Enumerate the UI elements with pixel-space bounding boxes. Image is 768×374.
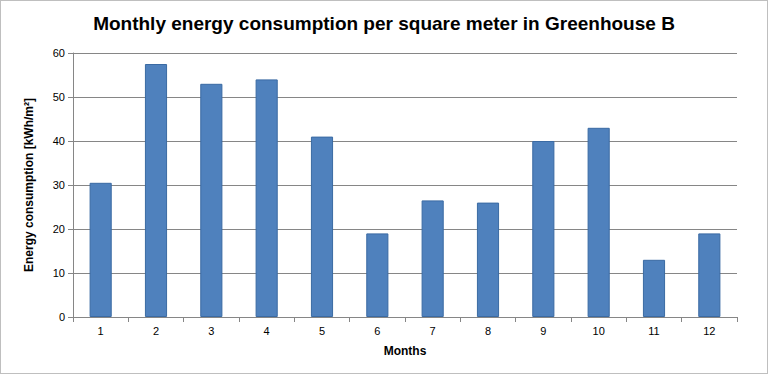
svg-text:6: 6 bbox=[374, 325, 380, 337]
svg-text:50: 50 bbox=[53, 91, 65, 103]
svg-text:60: 60 bbox=[53, 47, 65, 59]
svg-text:8: 8 bbox=[485, 325, 491, 337]
svg-text:9: 9 bbox=[540, 325, 546, 337]
svg-text:1: 1 bbox=[98, 325, 104, 337]
svg-text:0: 0 bbox=[59, 311, 65, 323]
svg-text:11: 11 bbox=[648, 325, 659, 337]
svg-text:Monthly energy consumption per: Monthly energy consumption per square me… bbox=[93, 13, 675, 34]
svg-text:30: 30 bbox=[53, 179, 65, 191]
svg-text:10: 10 bbox=[53, 267, 65, 279]
svg-text:Energy consumption [kWh/m²]: Energy consumption [kWh/m²] bbox=[22, 98, 36, 272]
svg-text:2: 2 bbox=[153, 325, 159, 337]
svg-text:Months: Months bbox=[384, 344, 427, 358]
svg-text:20: 20 bbox=[53, 223, 65, 235]
svg-text:5: 5 bbox=[319, 325, 325, 337]
svg-text:4: 4 bbox=[264, 325, 270, 337]
svg-text:10: 10 bbox=[593, 325, 605, 337]
svg-text:3: 3 bbox=[208, 325, 214, 337]
svg-text:12: 12 bbox=[703, 325, 715, 337]
svg-text:7: 7 bbox=[430, 325, 436, 337]
svg-text:40: 40 bbox=[53, 135, 65, 147]
